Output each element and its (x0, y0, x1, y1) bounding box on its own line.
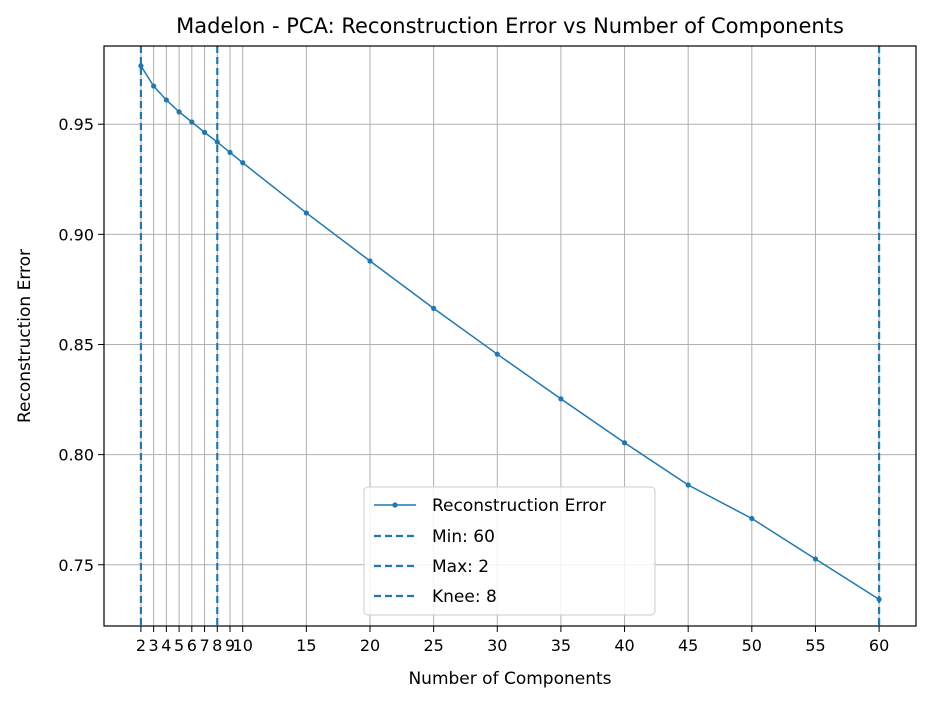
data-point (431, 305, 437, 311)
legend-label-knee: Knee: 8 (432, 587, 497, 607)
legend-marker-swatch (392, 502, 398, 508)
x-tick-label: 10 (233, 636, 253, 655)
y-axis-label: Reconstruction Error (15, 249, 35, 423)
data-point (189, 119, 195, 125)
y-tick-label: 0.95 (58, 115, 94, 134)
x-tick-label: 30 (487, 636, 507, 655)
plot-frame (103, 45, 917, 627)
data-point (138, 63, 144, 69)
x-tick-label: 7 (199, 636, 209, 655)
data-point (303, 210, 309, 216)
x-tick-label: 50 (742, 636, 762, 655)
data-point (367, 258, 373, 264)
data-point (176, 109, 182, 115)
x-tick-label: 20 (360, 636, 380, 655)
y-tick-label: 0.80 (58, 446, 94, 465)
legend-label-max: Max: 2 (432, 557, 489, 577)
data-point (558, 396, 564, 402)
x-tick-label: 5 (174, 636, 184, 655)
x-tick-label: 25 (423, 636, 443, 655)
legend: Reconstruction Error Min: 60 Max: 2 Knee… (363, 486, 656, 616)
x-tick-label: 3 (149, 636, 159, 655)
legend-box (363, 486, 656, 616)
reference-lines (139, 46, 881, 626)
x-axis-label: Number of Components (408, 669, 611, 689)
data-point (876, 596, 882, 602)
y-axis: 0.75 0.80 0.85 0.90 0.95 (58, 115, 104, 575)
data-point (812, 556, 819, 562)
x-tick-label: 35 (551, 636, 571, 655)
legend-label-min: Min: 60 (432, 527, 495, 547)
x-tick-label: 9 (225, 636, 235, 655)
data-point (201, 129, 208, 135)
x-tick-label: 15 (296, 636, 316, 655)
x-tick-label: 55 (805, 636, 825, 655)
y-tick-label: 0.90 (58, 225, 94, 244)
data-point (163, 97, 169, 103)
y-tick-label: 0.85 (58, 335, 94, 354)
data-point (494, 351, 500, 357)
series-layer (138, 63, 882, 602)
data-point (685, 482, 691, 488)
x-tick-label: 40 (614, 636, 634, 655)
data-point (749, 515, 755, 522)
x-tick-label: 4 (161, 636, 171, 655)
data-point (227, 149, 233, 155)
x-tick-label: 45 (678, 636, 698, 655)
data-point (240, 160, 246, 166)
x-axis: 2 3 4 5 6 7 8 910 15 20 25 30 35 40 45 50 55 60 (136, 626, 889, 655)
data-point (214, 139, 220, 145)
x-tick-label: 60 (869, 636, 889, 655)
data-point (621, 440, 628, 446)
x-tick-label: 6 (187, 636, 197, 655)
x-tick-label: 2 (136, 636, 146, 655)
legend-label-series: Reconstruction Error (432, 496, 606, 516)
chart-title: Madelon - PCA: Reconstruction Error vs N… (176, 14, 844, 38)
x-tick-label: 8 (212, 636, 222, 655)
y-tick-label: 0.75 (58, 556, 94, 575)
data-point (151, 83, 157, 89)
